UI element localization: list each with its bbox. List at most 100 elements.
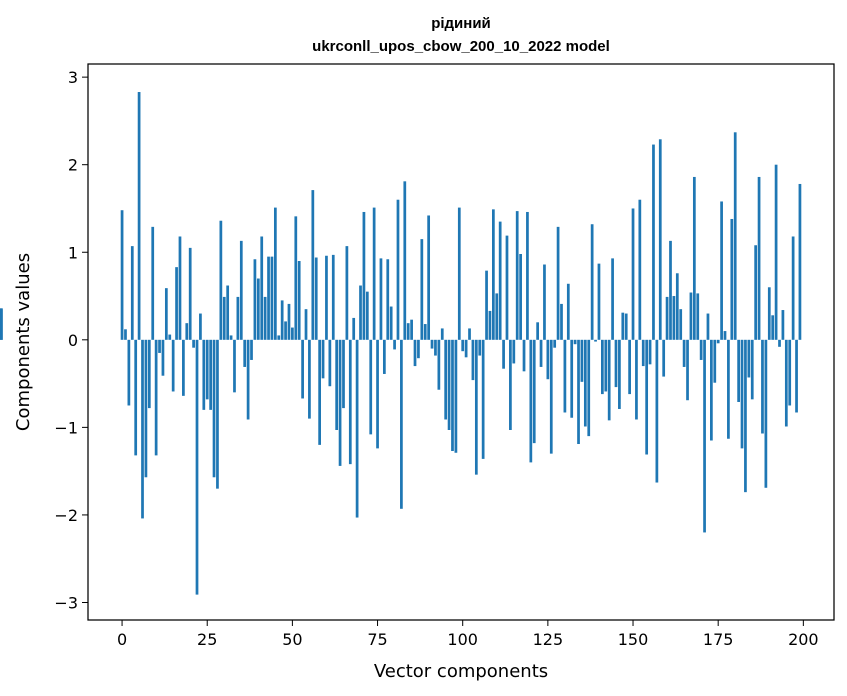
bar bbox=[263, 296, 267, 340]
bar bbox=[386, 259, 390, 340]
bar bbox=[594, 339, 597, 342]
bar bbox=[243, 339, 247, 367]
bar bbox=[318, 339, 321, 445]
bar bbox=[158, 339, 161, 353]
bar bbox=[294, 216, 298, 340]
y-tick-label: −2 bbox=[54, 506, 78, 525]
bar bbox=[314, 257, 318, 340]
bar bbox=[451, 339, 454, 452]
bar bbox=[481, 339, 485, 459]
bar bbox=[359, 285, 362, 340]
bar-series bbox=[0, 92, 802, 595]
bar bbox=[590, 224, 594, 340]
bar bbox=[267, 256, 270, 340]
bar bbox=[396, 199, 400, 340]
x-tick-label: 25 bbox=[197, 630, 217, 649]
bar bbox=[679, 309, 683, 340]
bar bbox=[546, 339, 550, 380]
bar bbox=[529, 339, 533, 463]
bar bbox=[464, 339, 468, 358]
bar bbox=[566, 283, 570, 340]
bar bbox=[747, 339, 751, 378]
bar bbox=[348, 339, 352, 465]
bar bbox=[754, 245, 758, 340]
bar bbox=[406, 323, 410, 340]
x-tick-label: 50 bbox=[282, 630, 302, 649]
bar bbox=[706, 313, 710, 340]
bar bbox=[587, 339, 591, 437]
bar bbox=[280, 300, 284, 340]
bar bbox=[689, 292, 693, 340]
x-tick-label: 175 bbox=[703, 630, 734, 649]
bar bbox=[624, 313, 628, 340]
bar bbox=[277, 335, 281, 340]
bar bbox=[124, 329, 127, 340]
bar bbox=[597, 263, 601, 340]
bar bbox=[573, 339, 577, 345]
bar bbox=[744, 339, 747, 493]
bar bbox=[331, 254, 335, 340]
bar bbox=[522, 339, 526, 372]
bar bbox=[515, 211, 519, 340]
bar bbox=[488, 310, 492, 340]
bar bbox=[703, 339, 706, 533]
y-tick-label: 2 bbox=[68, 156, 78, 175]
bar bbox=[635, 339, 638, 420]
bar bbox=[420, 239, 424, 340]
bar bbox=[417, 339, 420, 359]
bar bbox=[767, 287, 771, 340]
bar bbox=[195, 339, 199, 595]
bar bbox=[740, 339, 744, 449]
x-axis-ticks: 0 25 50 75 100 125 150 175 200 bbox=[117, 620, 819, 649]
y-tick-label: 1 bbox=[68, 243, 78, 262]
bar bbox=[692, 176, 696, 340]
bar bbox=[182, 339, 185, 396]
bar bbox=[382, 339, 386, 374]
bar bbox=[723, 331, 727, 340]
bar bbox=[236, 296, 240, 340]
bar bbox=[662, 339, 666, 377]
bar bbox=[461, 339, 465, 352]
x-tick-label: 75 bbox=[367, 630, 387, 649]
bar bbox=[727, 339, 730, 439]
bar bbox=[682, 339, 686, 367]
bar bbox=[284, 321, 287, 340]
bar bbox=[771, 315, 775, 340]
x-tick-label: 125 bbox=[533, 630, 564, 649]
bar bbox=[205, 339, 209, 400]
bar bbox=[720, 201, 723, 340]
bar bbox=[468, 328, 471, 340]
bar bbox=[256, 278, 260, 340]
bar bbox=[253, 259, 257, 340]
bar bbox=[498, 221, 502, 340]
bar bbox=[648, 339, 652, 365]
bar bbox=[297, 261, 301, 340]
bar bbox=[784, 339, 788, 427]
bar bbox=[607, 339, 611, 421]
bar bbox=[774, 164, 778, 340]
bar bbox=[226, 285, 230, 340]
bar bbox=[652, 144, 655, 340]
bar bbox=[631, 208, 635, 340]
bar bbox=[539, 339, 543, 367]
bar bbox=[151, 226, 155, 340]
bar bbox=[219, 220, 223, 340]
bar bbox=[273, 207, 277, 340]
bar bbox=[563, 339, 567, 413]
bar bbox=[580, 339, 584, 382]
bar bbox=[154, 339, 158, 456]
bar bbox=[423, 324, 427, 340]
bar bbox=[604, 339, 608, 392]
bar bbox=[696, 293, 700, 340]
bar bbox=[434, 339, 437, 356]
bar bbox=[733, 132, 737, 340]
bar bbox=[345, 246, 349, 340]
bar bbox=[447, 339, 451, 430]
bar bbox=[471, 339, 475, 381]
bar bbox=[413, 339, 417, 367]
y-tick-label: 3 bbox=[68, 68, 78, 87]
bar bbox=[202, 339, 206, 410]
bar bbox=[519, 254, 522, 340]
bar bbox=[246, 339, 250, 420]
bar bbox=[229, 335, 233, 340]
